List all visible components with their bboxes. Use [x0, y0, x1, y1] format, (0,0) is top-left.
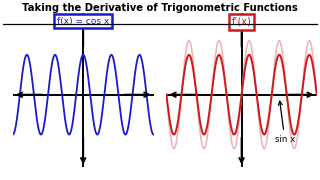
Text: sin x: sin x	[275, 101, 295, 144]
Text: Taking the Derivative of Trigonometric Functions: Taking the Derivative of Trigonometric F…	[22, 3, 298, 13]
Text: f(x) = cos x: f(x) = cos x	[57, 17, 109, 26]
Text: f’(x): f’(x)	[232, 17, 252, 27]
